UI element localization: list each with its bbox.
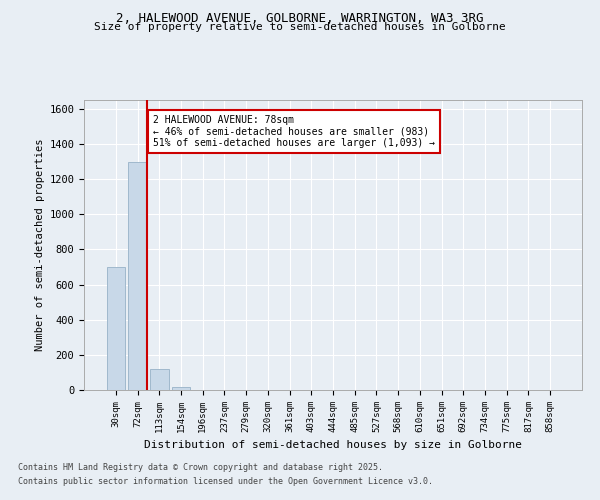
Text: Contains HM Land Registry data © Crown copyright and database right 2025.: Contains HM Land Registry data © Crown c… (18, 464, 383, 472)
Text: 2 HALEWOOD AVENUE: 78sqm
← 46% of semi-detached houses are smaller (983)
51% of : 2 HALEWOOD AVENUE: 78sqm ← 46% of semi-d… (154, 114, 436, 148)
Y-axis label: Number of semi-detached properties: Number of semi-detached properties (35, 138, 45, 352)
Text: 2, HALEWOOD AVENUE, GOLBORNE, WARRINGTON, WA3 3RG: 2, HALEWOOD AVENUE, GOLBORNE, WARRINGTON… (116, 12, 484, 26)
Bar (150, 369, 169, 390)
X-axis label: Distribution of semi-detached houses by size in Golborne: Distribution of semi-detached houses by … (144, 440, 522, 450)
Bar (128, 162, 147, 390)
Bar (107, 267, 125, 390)
Text: Size of property relative to semi-detached houses in Golborne: Size of property relative to semi-detach… (94, 22, 506, 32)
Text: Contains public sector information licensed under the Open Government Licence v3: Contains public sector information licen… (18, 477, 433, 486)
Bar (172, 388, 190, 390)
